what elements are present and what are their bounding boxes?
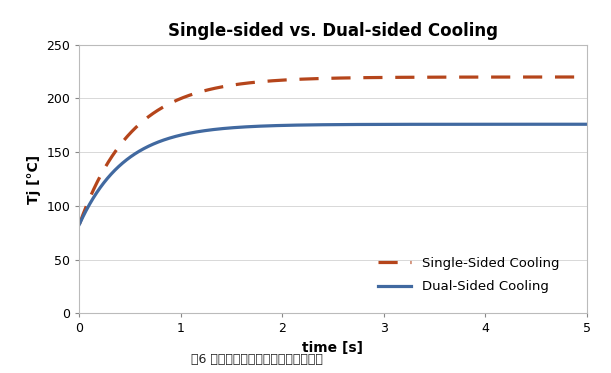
Dual-Sided Cooling bbox=[309, 123, 316, 127]
Single-Sided Cooling bbox=[568, 75, 576, 79]
Title: Single-sided vs. Dual-sided Cooling: Single-sided vs. Dual-sided Cooling bbox=[168, 22, 498, 40]
Single-Sided Cooling bbox=[76, 222, 83, 226]
Line: Single-Sided Cooling: Single-Sided Cooling bbox=[79, 77, 587, 224]
Single-Sided Cooling bbox=[101, 165, 109, 169]
Dual-Sided Cooling bbox=[583, 122, 590, 126]
Dual-Sided Cooling bbox=[76, 222, 83, 226]
Single-Sided Cooling bbox=[309, 76, 316, 81]
Single-Sided Cooling bbox=[475, 75, 483, 79]
Y-axis label: Tj [°C]: Tj [°C] bbox=[27, 154, 41, 204]
Dual-Sided Cooling bbox=[101, 179, 109, 183]
Dual-Sided Cooling bbox=[568, 122, 576, 126]
Text: 图6 两种散热方案下的热暂态仿真结果: 图6 两种散热方案下的热暂态仿真结果 bbox=[191, 352, 323, 366]
Single-Sided Cooling bbox=[568, 75, 576, 79]
Single-Sided Cooling bbox=[323, 76, 330, 81]
Dual-Sided Cooling bbox=[323, 122, 330, 127]
Dual-Sided Cooling bbox=[475, 122, 483, 126]
Line: Dual-Sided Cooling: Dual-Sided Cooling bbox=[79, 124, 587, 224]
Legend: Single-Sided Cooling, Dual-Sided Cooling: Single-Sided Cooling, Dual-Sided Cooling bbox=[373, 251, 565, 299]
Single-Sided Cooling bbox=[583, 75, 590, 79]
Dual-Sided Cooling bbox=[568, 122, 576, 126]
X-axis label: time [s]: time [s] bbox=[302, 341, 364, 355]
